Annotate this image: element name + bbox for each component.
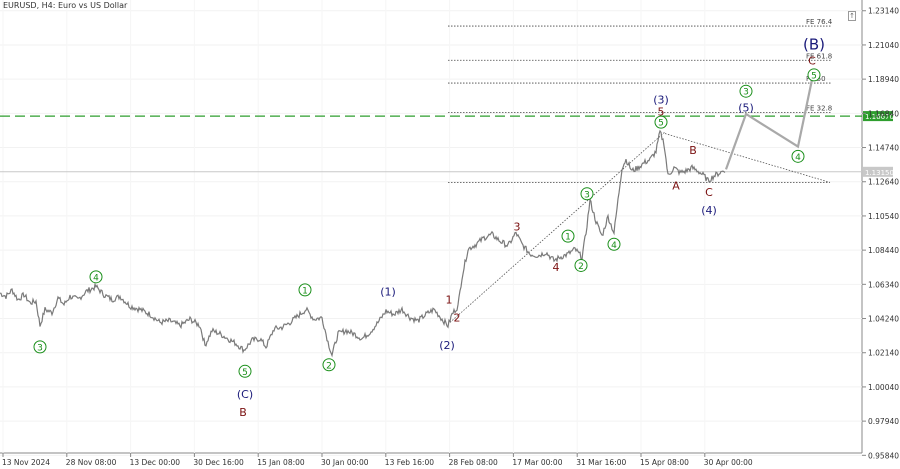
wave-circle [238,364,252,378]
wave-label: 5 [658,119,664,129]
wave-circle [89,270,103,284]
wave-label: 3 [37,343,43,353]
wave-label: 5 [242,368,248,378]
y-axis: 1.23140 1.21040 1.18940 1.16840 1.14740 1.126… [862,7,899,460]
wave-label: (C) [237,388,253,401]
wave-labels: 435(C)B12(1)12(2)341234(3)55BAC(4)3(5)4(… [33,36,825,419]
wave-label: (3) [653,93,669,106]
x-tick-label: 31 Mar 16:00 [576,458,626,467]
green-level-tag [863,111,893,122]
wave-label: 1 [565,233,571,243]
x-tick-label: 28 Feb 08:00 [449,458,498,467]
x-tick-label: 30 Apr 00:00 [704,458,753,467]
wave-circle [580,187,594,201]
wave-label: (5) [738,101,754,114]
y-tick-label: 1.12640 [868,178,899,187]
wave-label: 4 [795,153,801,163]
x-tick-label: 30 Dec 16:00 [193,458,244,467]
wave-circle [739,84,753,98]
y-tick-label: 1.21040 [868,41,899,50]
fibo-label: FE 76.4 [806,18,833,26]
wave-label: 3 [584,190,590,200]
x-tick-label: 13 Feb 16:00 [385,458,434,467]
price-series [0,129,726,358]
wave-label: 3 [514,220,521,233]
symbol-header: EURUSD, H4: Euro vs US Dollar [3,1,128,10]
wave-label: 5 [658,106,665,119]
y-tick-label: 1.18940 [868,75,899,84]
wave-circle [561,229,575,243]
wave-circle [807,68,821,82]
wave-label: 2 [578,262,584,272]
wave-circle [654,115,668,129]
x-tick-label: 15 Apr 08:00 [640,458,689,467]
wave-label: A [672,180,680,193]
green-level-label: 1.16670 [865,113,894,121]
x-tick-label: 17 Mar 00:00 [512,458,562,467]
x-tick-label: 30 Jan 00:00 [321,458,369,467]
wave-label: 2 [454,312,461,325]
wave-circle [298,283,312,297]
y-tick-label: 0.97940 [868,417,899,426]
x-tick-label: 15 Jan 08:00 [257,458,305,467]
wave-circle [607,237,621,251]
current-price-label: 1.13150 [865,169,894,177]
wave-circle [791,149,805,163]
y-tick-label: 0.95840 [868,451,899,460]
wave-label: (2) [439,339,455,352]
x-axis: 13 Nov 2024 28 Nov 08:00 13 Dec 00:00 30 De… [2,453,753,467]
y-tick-label: 1.04240 [868,315,899,324]
wave-circle [574,258,588,272]
current-price-tag [863,166,893,177]
wave-label: (4) [701,204,717,217]
fibo-label: FE 61.8 [806,52,832,60]
wave-circle [322,358,336,372]
y-tick-label: 1.14740 [868,144,899,153]
y-tick-label: 1.06340 [868,280,899,289]
wave-label: 1 [446,294,453,307]
price-line [0,129,726,358]
wave-label: 2 [326,361,332,371]
fibo-label: FE 32.8 [806,104,832,112]
wave-label: 3 [743,88,749,98]
y-tick-label: 1.10540 [868,212,899,221]
wave-label: C [808,54,816,67]
wave-label: (B) [803,36,825,54]
x-tick-label: 13 Dec 00:00 [130,458,181,467]
x-tick-label: 13 Nov 2024 [2,458,50,467]
wave-label: 4 [93,273,99,283]
y-tick-label: 1.08440 [868,246,899,255]
forecast-path [724,74,815,170]
forecast-line [724,74,815,170]
y-tick-label: 1.16840 [868,109,899,118]
wave-label: B [689,144,697,157]
wave-label: 4 [611,241,617,251]
x-tick-label: 28 Nov 08:00 [66,458,117,467]
y-tick-label: 1.00040 [868,383,899,392]
wave-label: C [705,186,713,199]
wave-label: (1) [380,285,396,298]
wave-label: 1 [302,286,308,296]
chart-shift-button[interactable]: ↑ [848,11,856,21]
wave-circle [33,340,47,354]
grid [0,10,862,456]
y-tick-label: 1.02140 [868,349,899,358]
y-tick-label: 1.23140 [868,7,899,16]
wave-label: 4 [553,261,560,274]
wave-label: 5 [811,71,817,81]
wave-label: B [239,406,247,419]
